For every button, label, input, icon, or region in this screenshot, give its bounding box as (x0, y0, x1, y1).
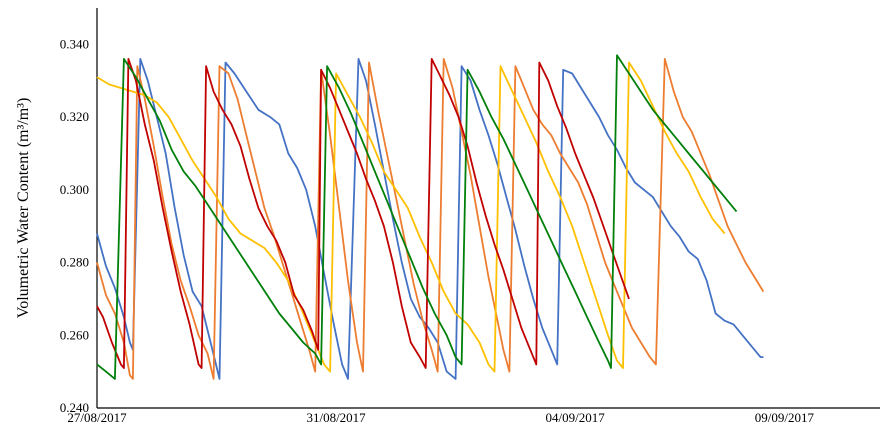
series-line-5 (96, 54, 738, 380)
series-line-3 (96, 61, 726, 373)
y-axis-title: Volumetric Water Content (m³/m³) (15, 98, 32, 319)
x-tick-label: 31/08/2017 (306, 410, 366, 425)
y-axis-ticks: 0.240 0.260 0.280 0.300 0.320 0.340 (60, 36, 89, 415)
axes (96, 8, 880, 409)
x-axis-ticks: 27/08/2017 31/08/2017 04/09/2017 09/09/2017 (67, 410, 814, 425)
y-tick-label: 0.300 (60, 182, 89, 197)
y-tick-label: 0.340 (60, 36, 89, 51)
y-tick-label: 0.260 (60, 327, 89, 342)
x-tick-label: 09/09/2017 (755, 410, 815, 425)
series-line-1 (96, 58, 764, 380)
y-tick-label: 0.240 (60, 400, 89, 415)
series-line-4 (96, 58, 630, 369)
x-tick-label: 04/09/2017 (546, 410, 606, 425)
series-layer (96, 54, 765, 380)
y-tick-label: 0.320 (60, 109, 89, 124)
y-tick-label: 0.280 (60, 255, 89, 270)
x-tick-label: 27/08/2017 (67, 410, 127, 425)
